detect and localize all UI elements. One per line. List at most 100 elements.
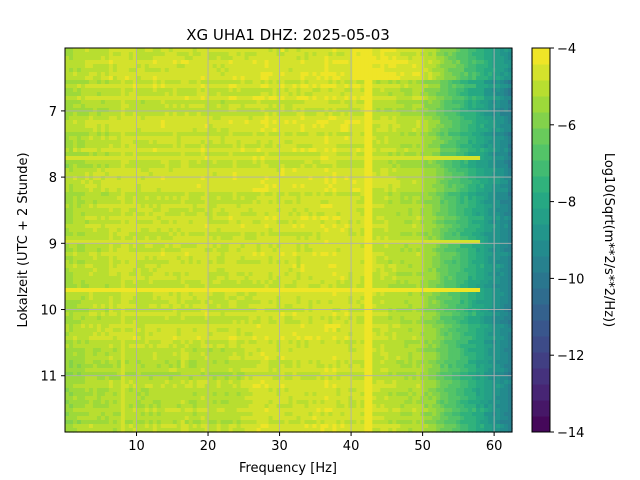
- heatmap-cell: [460, 120, 465, 125]
- heatmap-cell: [428, 80, 433, 85]
- heatmap-cell: [488, 148, 493, 153]
- heatmap-cell: [104, 60, 110, 65]
- heatmap-cell: [440, 60, 445, 65]
- heatmap-cell: [340, 220, 345, 225]
- heatmap-cell: [416, 216, 421, 221]
- heatmap-cell: [92, 160, 98, 165]
- heatmap-cell: [136, 156, 142, 161]
- heatmap-cell: [148, 224, 154, 229]
- heatmap-cell: [172, 184, 178, 189]
- heatmap-cell: [356, 140, 361, 145]
- heatmap-cell: [416, 76, 421, 81]
- heatmap-cell: [476, 196, 481, 201]
- heatmap-cell: [488, 64, 493, 69]
- heatmap-cell: [156, 224, 162, 229]
- heatmap-cell: [224, 160, 230, 165]
- heatmap-cell: [324, 164, 330, 169]
- heatmap-cell: [196, 144, 202, 149]
- heatmap-cell: [444, 84, 449, 89]
- heatmap-cell: [152, 148, 158, 153]
- heatmap-cell: [284, 200, 290, 205]
- heatmap-cell: [168, 196, 174, 201]
- heatmap-cell: [188, 104, 194, 109]
- heatmap-cell: [104, 52, 110, 57]
- heatmap-cell: [244, 192, 250, 197]
- heatmap-cell: [204, 144, 210, 149]
- heatmap-cell: [268, 172, 274, 177]
- heatmap-cell: [304, 72, 310, 77]
- heatmap-cell: [208, 68, 214, 73]
- heatmap-cell: [65, 104, 70, 109]
- heatmap-cell: [396, 120, 401, 125]
- heatmap-cell: [80, 136, 86, 141]
- heatmap-cell: [288, 196, 294, 201]
- heatmap-cell: [380, 200, 385, 205]
- heatmap-cell: [360, 84, 365, 89]
- heatmap-cell: [404, 204, 409, 209]
- heatmap-cell: [116, 164, 122, 169]
- heatmap-cell: [308, 220, 314, 225]
- heatmap-cell: [396, 124, 401, 129]
- heatmap-cell: [264, 112, 270, 117]
- heatmap-cell: [356, 172, 361, 177]
- heatmap-cell: [168, 124, 174, 129]
- heatmap-cell: [316, 212, 322, 217]
- heatmap-cell: [208, 136, 214, 141]
- heatmap-cell: [104, 216, 110, 221]
- heatmap-cell: [212, 56, 218, 61]
- heatmap-cell: [248, 144, 254, 149]
- heatmap-cell: [388, 152, 393, 157]
- heatmap-cell: [460, 88, 465, 93]
- heatmap-cell: [276, 180, 282, 185]
- heatmap-cell: [436, 124, 441, 129]
- heatmap-cell: [148, 52, 154, 57]
- heatmap-cell: [396, 168, 401, 173]
- heatmap-cell: [452, 92, 457, 97]
- heatmap-cell: [228, 180, 234, 185]
- heatmap-cell: [432, 80, 437, 85]
- heatmap-cell: [256, 180, 262, 185]
- heatmap-cell: [292, 224, 298, 229]
- heatmap-cell: [120, 116, 126, 121]
- heatmap-cell: [112, 60, 118, 65]
- heatmap-cell: [324, 212, 330, 217]
- heatmap-cell: [480, 144, 485, 149]
- heatmap-cell: [432, 192, 437, 197]
- heatmap-cell: [128, 144, 134, 149]
- heatmap-cell: [228, 168, 234, 173]
- heatmap-cell: [332, 124, 337, 129]
- heatmap-cell: [136, 108, 142, 113]
- heatmap-cell: [452, 124, 457, 129]
- heatmap-cell: [212, 116, 218, 121]
- heatmap-cell: [452, 168, 457, 173]
- heatmap-cell: [228, 220, 234, 225]
- heatmap-cell: [120, 112, 126, 117]
- heatmap-cell: [272, 124, 278, 129]
- heatmap-cell: [472, 72, 477, 77]
- heatmap-cell: [168, 108, 174, 113]
- heatmap-cell: [184, 200, 190, 205]
- heatmap-cell: [124, 64, 130, 69]
- heatmap-cell: [128, 140, 134, 145]
- heatmap-cell: [184, 80, 190, 85]
- heatmap-cell: [404, 156, 409, 161]
- heatmap-cell: [336, 48, 341, 53]
- heatmap-cell: [156, 188, 162, 193]
- heatmap-cell: [140, 76, 146, 81]
- heatmap-cell: [432, 172, 437, 177]
- heatmap-cell: [232, 60, 238, 65]
- heatmap-cell: [224, 144, 230, 149]
- heatmap-cell: [484, 132, 489, 137]
- heatmap-cell: [376, 208, 381, 213]
- heatmap-cell: [400, 160, 405, 165]
- heatmap-cell: [388, 188, 393, 193]
- heatmap-cell: [200, 216, 206, 221]
- heatmap-cell: [412, 156, 417, 161]
- heatmap-cell: [224, 116, 230, 121]
- heatmap-cell: [144, 108, 150, 113]
- heatmap-cell: [140, 56, 146, 61]
- heatmap-cell: [84, 136, 90, 141]
- heatmap-cell: [336, 152, 341, 157]
- heatmap-cell: [440, 96, 445, 101]
- heatmap-cell: [228, 108, 234, 113]
